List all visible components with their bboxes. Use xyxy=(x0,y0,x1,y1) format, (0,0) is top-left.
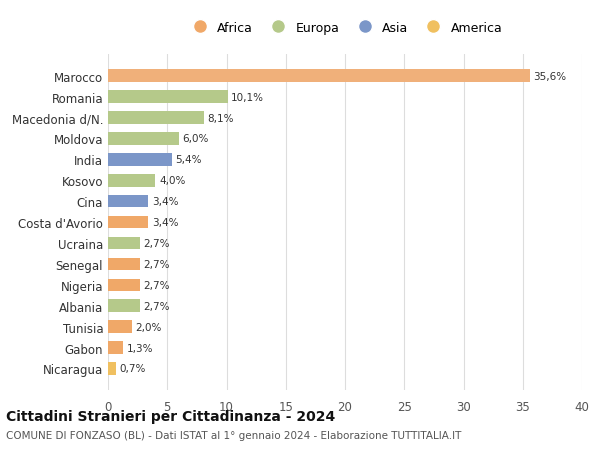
Text: 10,1%: 10,1% xyxy=(231,92,264,102)
Bar xyxy=(108,279,140,291)
Bar xyxy=(108,154,172,166)
Bar xyxy=(108,321,132,333)
Text: 2,7%: 2,7% xyxy=(143,259,170,269)
Bar xyxy=(108,258,140,271)
Bar xyxy=(108,216,148,229)
Legend: Africa, Europa, Asia, America: Africa, Europa, Asia, America xyxy=(184,18,506,38)
Text: 1,3%: 1,3% xyxy=(127,343,154,353)
Text: 5,4%: 5,4% xyxy=(176,155,202,165)
Text: 3,4%: 3,4% xyxy=(152,218,178,228)
Bar xyxy=(108,237,140,250)
Bar xyxy=(108,70,530,83)
Text: 2,7%: 2,7% xyxy=(143,239,170,248)
Text: Cittadini Stranieri per Cittadinanza - 2024: Cittadini Stranieri per Cittadinanza - 2… xyxy=(6,409,335,423)
Text: 4,0%: 4,0% xyxy=(159,176,185,186)
Bar xyxy=(108,91,227,104)
Bar xyxy=(108,363,116,375)
Text: 0,7%: 0,7% xyxy=(120,364,146,374)
Text: 6,0%: 6,0% xyxy=(182,134,209,144)
Bar xyxy=(108,196,148,208)
Text: COMUNE DI FONZASO (BL) - Dati ISTAT al 1° gennaio 2024 - Elaborazione TUTTITALIA: COMUNE DI FONZASO (BL) - Dati ISTAT al 1… xyxy=(6,431,461,440)
Bar xyxy=(108,112,204,124)
Text: 2,7%: 2,7% xyxy=(143,280,170,290)
Text: 8,1%: 8,1% xyxy=(208,113,234,123)
Text: 3,4%: 3,4% xyxy=(152,197,178,207)
Bar xyxy=(108,341,124,354)
Text: 35,6%: 35,6% xyxy=(533,72,566,82)
Text: 2,0%: 2,0% xyxy=(135,322,161,332)
Bar xyxy=(108,133,179,146)
Text: 2,7%: 2,7% xyxy=(143,301,170,311)
Bar xyxy=(108,174,155,187)
Bar xyxy=(108,300,140,312)
